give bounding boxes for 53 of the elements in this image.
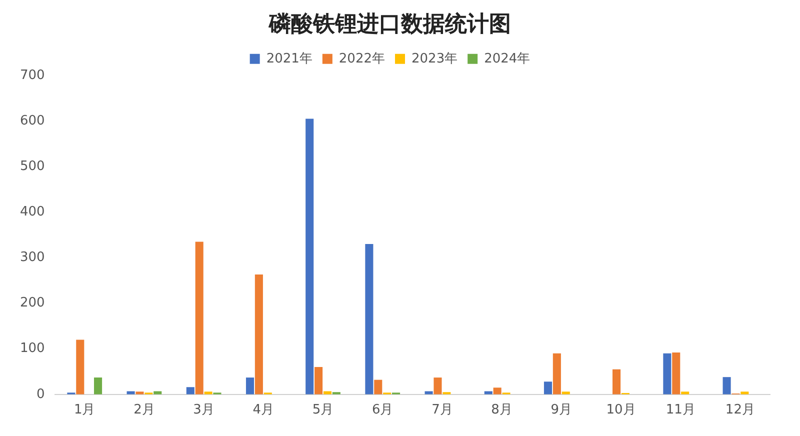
bar bbox=[76, 340, 84, 394]
bar bbox=[562, 392, 570, 394]
legend-label: 2022年 bbox=[338, 51, 386, 66]
bar bbox=[365, 244, 374, 394]
bar bbox=[204, 392, 212, 394]
bar bbox=[246, 378, 254, 394]
x-tick-label: 5月 bbox=[312, 402, 334, 418]
bar bbox=[681, 392, 690, 394]
chart-title: 磷酸铁锂进口数据统计图 bbox=[268, 10, 511, 37]
bar bbox=[136, 392, 144, 394]
bar bbox=[154, 391, 162, 394]
legend-label: 2021年 bbox=[266, 51, 312, 66]
legend-label: 2024年 bbox=[484, 51, 530, 66]
bar bbox=[314, 367, 323, 394]
y-tick-label: 700 bbox=[20, 68, 45, 83]
bar bbox=[126, 391, 135, 394]
y-tick-label: 100 bbox=[20, 341, 45, 356]
x-tick-label: 2月 bbox=[134, 402, 155, 418]
bar bbox=[663, 353, 672, 394]
bar bbox=[612, 369, 621, 394]
bar bbox=[552, 353, 561, 394]
x-tick-label: 6月 bbox=[372, 402, 394, 418]
x-tick-label: 1月 bbox=[74, 402, 96, 418]
bar bbox=[323, 391, 332, 394]
x-tick-label: 11月 bbox=[666, 402, 696, 418]
x-tick-label: 9月 bbox=[550, 402, 572, 418]
bar bbox=[484, 391, 492, 394]
x-tick-label: 12月 bbox=[725, 402, 755, 418]
y-tick-label: 600 bbox=[20, 113, 45, 128]
x-tick-label: 4月 bbox=[252, 402, 274, 418]
bar bbox=[94, 378, 102, 394]
bar bbox=[434, 378, 442, 394]
x-tick-label: 8月 bbox=[491, 402, 512, 418]
bar bbox=[722, 377, 731, 394]
y-tick-label: 300 bbox=[20, 250, 45, 266]
bar bbox=[424, 391, 433, 394]
y-tick-label: 0 bbox=[36, 386, 45, 402]
y-tick-label: 200 bbox=[20, 296, 45, 311]
y-tick-label: 500 bbox=[20, 158, 45, 174]
bar bbox=[493, 388, 502, 394]
bar bbox=[740, 392, 749, 394]
bar bbox=[195, 242, 204, 394]
x-tick-label: 10月 bbox=[606, 402, 636, 418]
bar bbox=[254, 274, 263, 394]
bar bbox=[186, 387, 194, 394]
bar bbox=[672, 352, 680, 394]
bar bbox=[374, 380, 382, 394]
bar bbox=[306, 118, 314, 394]
legend-label: 2023年 bbox=[412, 51, 458, 66]
bar bbox=[544, 382, 552, 394]
x-tick-label: 7月 bbox=[432, 402, 453, 418]
y-tick-label: 400 bbox=[20, 204, 45, 220]
x-tick-label: 3月 bbox=[193, 402, 214, 418]
